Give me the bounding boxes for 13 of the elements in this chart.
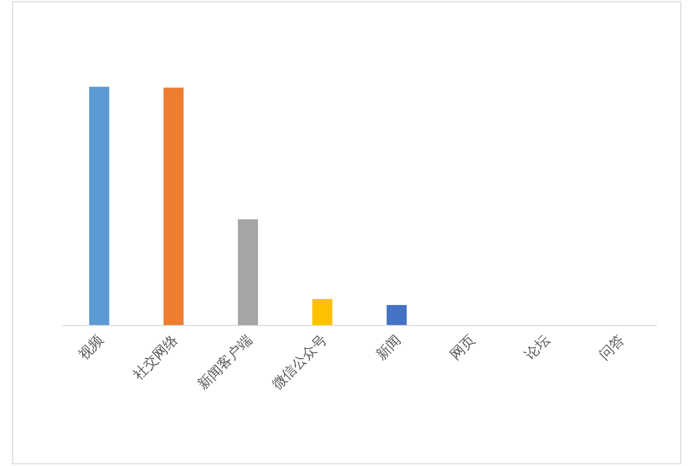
x-tick-label: 视频 (76, 332, 107, 364)
x-tick-label: 论坛 (522, 332, 554, 364)
x-tick-label: 微信公众号 (269, 332, 330, 394)
bar (164, 88, 184, 325)
bar (89, 86, 110, 325)
x-tick-label: 社交网络 (130, 332, 182, 384)
bar (312, 299, 332, 325)
x-tick-label: 新闻客户端 (194, 332, 256, 394)
x-tick-label: 新闻 (373, 332, 404, 364)
bar (386, 304, 407, 325)
x-tick-label: 问答 (596, 332, 628, 364)
x-tick-label: 网页 (448, 332, 479, 364)
bar (238, 219, 258, 325)
